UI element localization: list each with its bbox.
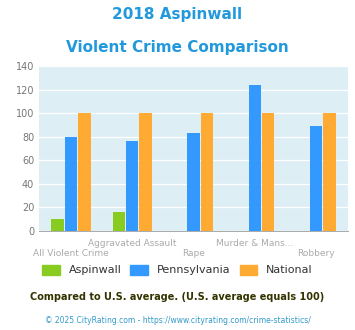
Bar bbox=[310, 126, 322, 231]
Bar bbox=[248, 85, 261, 231]
Bar bbox=[140, 113, 152, 231]
Bar bbox=[113, 212, 125, 231]
Text: Murder & Mans...: Murder & Mans... bbox=[216, 239, 294, 248]
Bar bbox=[51, 219, 64, 231]
Text: Robbery: Robbery bbox=[297, 249, 335, 258]
Bar bbox=[201, 113, 213, 231]
Bar bbox=[65, 137, 77, 231]
Text: Rape: Rape bbox=[182, 249, 205, 258]
Bar bbox=[187, 133, 200, 231]
Text: Aggravated Assault: Aggravated Assault bbox=[88, 239, 176, 248]
Text: All Violent Crime: All Violent Crime bbox=[33, 249, 109, 258]
Text: Compared to U.S. average. (U.S. average equals 100): Compared to U.S. average. (U.S. average … bbox=[31, 292, 324, 302]
Legend: Aspinwall, Pennsylvania, National: Aspinwall, Pennsylvania, National bbox=[42, 265, 313, 275]
Bar bbox=[126, 142, 138, 231]
Text: Violent Crime Comparison: Violent Crime Comparison bbox=[66, 40, 289, 54]
Text: © 2025 CityRating.com - https://www.cityrating.com/crime-statistics/: © 2025 CityRating.com - https://www.city… bbox=[45, 316, 310, 325]
Bar bbox=[78, 113, 91, 231]
Bar bbox=[262, 113, 274, 231]
Text: 2018 Aspinwall: 2018 Aspinwall bbox=[113, 7, 242, 21]
Bar bbox=[323, 113, 336, 231]
